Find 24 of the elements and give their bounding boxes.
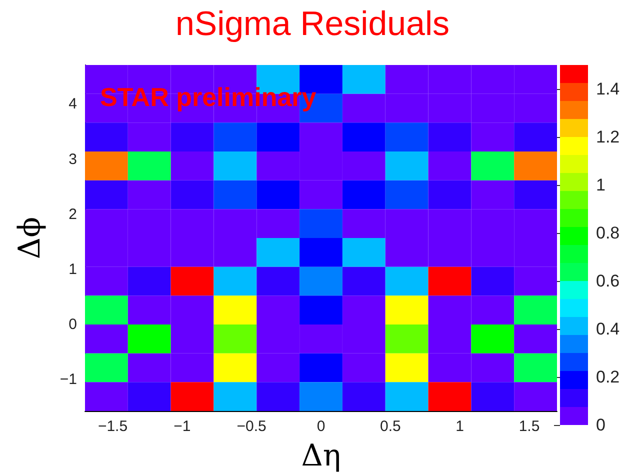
y-tick-label: 3: [68, 150, 77, 168]
color-bar-label: 0.8: [596, 224, 620, 242]
x-tick-label: −0.5: [236, 418, 266, 435]
x-tick-label: −1.5: [98, 418, 128, 435]
y-tick-label: 2: [68, 206, 77, 223]
x-tick-label: −1: [174, 418, 191, 435]
x-axis-title: Δη: [301, 438, 341, 474]
color-bar-label: 0.6: [596, 272, 620, 290]
x-tick-label: 1: [456, 418, 464, 435]
x-tick-label: 0.5: [380, 418, 401, 435]
color-bar-label: 1: [596, 176, 606, 194]
chart-title: nSigma Residuals: [175, 5, 450, 43]
color-bar-label: 0.4: [596, 320, 620, 338]
y-tick-label: 1: [68, 260, 77, 278]
y-axis-title: Δϕ: [12, 216, 48, 260]
color-bar-label: 0.2: [596, 368, 620, 386]
x-tick-label: 1.5: [518, 418, 540, 435]
y-tick-label: 0: [68, 316, 77, 333]
y-tick-label: −1: [60, 371, 77, 388]
annotation: STAR preliminary: [100, 82, 317, 112]
x-tick-label: 0: [316, 418, 326, 435]
color-bar-label: 1.2: [596, 128, 620, 146]
color-bar-label: 1.4: [596, 80, 620, 98]
y-tick-label: 4: [68, 96, 77, 113]
